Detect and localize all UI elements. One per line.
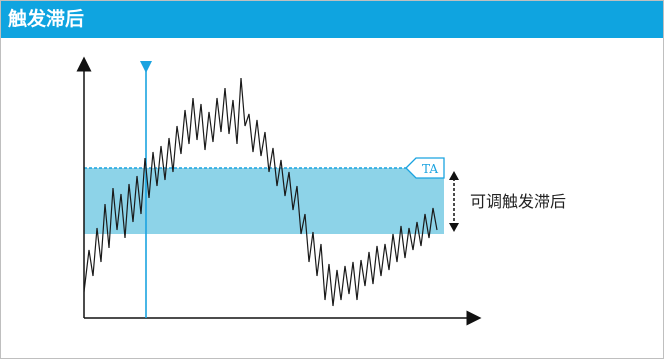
arrow-up-icon — [449, 171, 459, 180]
trigger-marker-icon — [140, 61, 152, 73]
hysteresis-annotation: 可调触发滞后 — [470, 192, 566, 211]
hysteresis-band — [84, 168, 444, 234]
arrow-down-icon — [449, 223, 459, 232]
page-title: 触发滞后 — [1, 1, 663, 38]
signal-waveform — [83, 77, 438, 307]
ta-marker-flag — [405, 157, 445, 179]
ta-marker-label: TA — [422, 162, 438, 176]
